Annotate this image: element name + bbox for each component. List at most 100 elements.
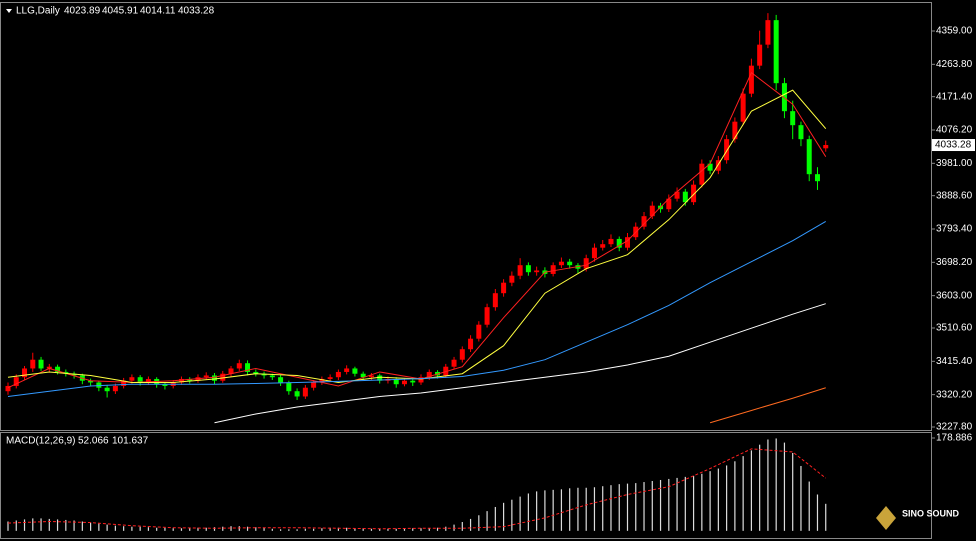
candle-body [88,380,94,383]
candle-body [46,366,52,369]
candle-body [418,377,424,383]
moving-average [214,303,826,424]
candle-body [38,359,44,369]
candle-body [682,191,688,203]
candle-body [162,384,168,386]
candle-body [187,378,193,381]
candle-body [178,378,184,383]
y-tick-label: 3227.80 [936,422,973,433]
logo: SINO SOUND [876,506,960,530]
candle-body [377,375,383,381]
candle-body [699,163,705,185]
low: 4014.11 [140,6,176,17]
candle-body [591,247,597,259]
macd-name: MACD(12,26,9) [6,436,75,447]
current-price: 4033.28 [935,140,972,151]
candle-body [5,385,11,392]
candle-body [22,368,28,378]
candle-body [228,368,234,374]
candle-body [443,366,449,376]
candle-body [203,375,209,378]
candle-body [104,387,110,392]
macd-tick-label: 178.886 [936,433,973,444]
macd-signal [7,448,827,530]
macd-panel [0,432,932,539]
candle-body [302,387,308,397]
y-tick-label: 3698.20 [936,257,973,268]
candle-body [583,258,589,269]
candle-body [212,375,217,381]
candle-body [112,385,118,392]
candle-body [311,382,317,388]
candle-body [757,44,763,66]
candle-body [790,111,796,126]
candle-body [335,371,341,378]
macd-signal-value: 101.637 [112,436,149,447]
moving-average [709,387,826,424]
candle-body [121,380,127,386]
candle-body [459,349,465,360]
candle-body [344,368,350,372]
candle-body [245,363,251,372]
candle-body [740,93,746,122]
price-box [932,139,975,152]
candle-body [525,265,531,273]
candle-body [63,371,69,374]
candle-body [517,265,523,276]
candle-body [261,373,267,376]
candle-body [814,174,820,182]
candle-body [484,307,490,325]
y-tick-label: 3320.20 [936,389,973,400]
candle-body [501,282,507,294]
candle-body [691,184,697,203]
candle-body [137,377,143,383]
candle-body [269,375,275,378]
candle-body [468,338,474,350]
candle-body [327,377,333,379]
candle-body [286,382,292,392]
candle-body [451,359,457,367]
y-tick-label: 3603.00 [936,290,973,301]
y-tick-label: 3415.40 [936,356,973,367]
candle-body [360,373,366,378]
candle-body [641,216,647,227]
y-tick-label: 4263.80 [936,59,973,70]
menu-arrow [6,9,12,13]
candle-body [401,380,407,385]
candle-body [426,371,432,378]
candle-body [96,382,102,388]
candle-body [608,238,614,245]
y-tick-label: 4359.00 [936,26,973,37]
logo-mark [876,506,896,530]
y-tick-label: 3510.60 [936,323,973,334]
candle-body [666,198,672,210]
y-tick-label: 4076.20 [936,125,973,136]
candle-body [220,373,226,381]
candle-body [13,377,19,386]
candle-body [798,125,804,140]
candle-body [278,377,284,383]
candle-body [410,380,416,383]
candle-body [30,359,36,369]
candle-body [492,293,498,308]
y-tick-label: 3793.40 [936,224,973,235]
candle-body [55,366,61,372]
candle-body [393,378,399,385]
candle-body [236,363,242,369]
candle-body [765,20,771,45]
candle-body [674,191,680,199]
symbol: LLG,Daily [16,6,60,17]
candle-body [773,20,779,84]
candle-body [600,244,606,248]
candle-body [352,368,358,374]
candle-body [534,270,540,273]
candle-body [806,139,812,175]
macd-value: 52.066 [78,436,109,447]
y-tick-label: 4171.40 [936,91,973,102]
high: 4045.91 [102,6,139,17]
candle-body [823,145,829,149]
y-tick-label: 3888.60 [936,190,973,201]
candle-body [724,139,730,161]
candle-body [707,163,713,171]
candle-body [558,261,564,266]
